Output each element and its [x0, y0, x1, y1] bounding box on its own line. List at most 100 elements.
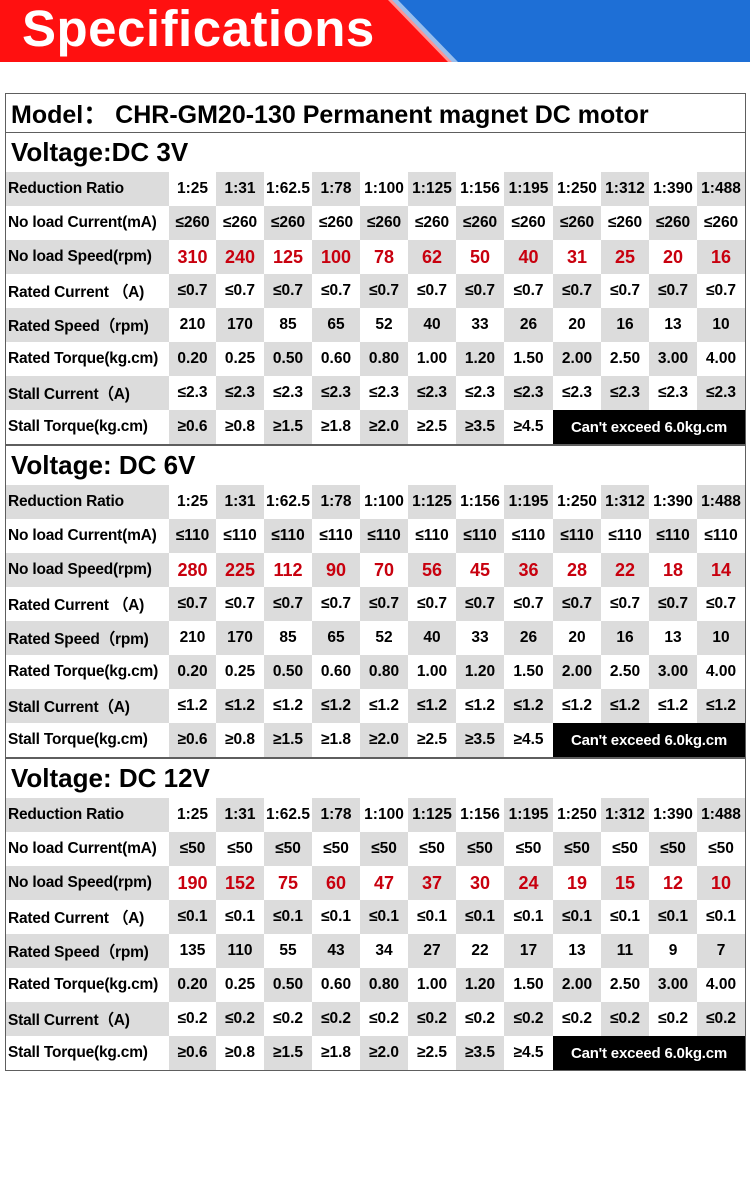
row-label: Rated Speed（rpm) [6, 934, 169, 968]
value-cell: ≤1.2 [264, 689, 312, 723]
value-cell: 33 [456, 621, 504, 655]
value-cell: ≤50 [601, 832, 649, 866]
spec-row: Rated Speed（rpm) 135 110 55 43 34 27 22 17 13 11 9 7 [6, 934, 745, 968]
value-cell: 16 [601, 308, 649, 342]
value-cell: ≤1.2 [312, 689, 360, 723]
value-cell: 1:25 [169, 172, 216, 206]
value-cell: ≤110 [504, 519, 553, 553]
value-cell: 0.60 [312, 342, 360, 376]
value-cell: ≤50 [649, 832, 697, 866]
value-cell: 1:78 [312, 798, 360, 832]
value-cell: 28 [553, 553, 601, 587]
value-cell: 4.00 [697, 968, 745, 1002]
value-cell: ≤0.2 [216, 1002, 264, 1036]
value-cell: 0.25 [216, 968, 264, 1002]
value-cell: 1.00 [408, 655, 456, 689]
value-cell: 1.00 [408, 342, 456, 376]
value-cell: 31 [553, 240, 601, 274]
value-cell: 1:488 [697, 798, 745, 832]
value-cell: ≤0.1 [312, 900, 360, 934]
value-cell: 1:156 [456, 172, 504, 206]
value-cell: 65 [312, 621, 360, 655]
value-cell: ≤0.7 [264, 274, 312, 308]
value-cell: ≤260 [504, 206, 553, 240]
value-cell: ≤0.7 [553, 274, 601, 308]
value-cell: ≤0.1 [408, 900, 456, 934]
value-cell: ≤1.2 [169, 689, 216, 723]
value-cell: 10 [697, 866, 745, 900]
value-cell: ≤110 [216, 519, 264, 553]
value-cell: ≥3.5 [456, 410, 504, 444]
value-cell: 22 [601, 553, 649, 587]
value-cell: ≤0.1 [504, 900, 553, 934]
value-cell: 2.50 [601, 655, 649, 689]
value-cell: ≤0.7 [649, 587, 697, 621]
value-cell: ≤2.3 [216, 376, 264, 410]
value-cell: ≤1.2 [553, 689, 601, 723]
value-cell: ≤0.1 [360, 900, 408, 934]
value-cell: 25 [601, 240, 649, 274]
voltage-title: Voltage:DC 3V [11, 137, 189, 167]
value-cell: ≥0.8 [216, 410, 264, 444]
value-cell: 1:195 [504, 485, 553, 519]
value-cell: ≤0.1 [456, 900, 504, 934]
row-label: Rated Speed（rpm) [6, 308, 169, 342]
value-cell: 1.50 [504, 342, 553, 376]
value-cell: ≤0.2 [360, 1002, 408, 1036]
value-cell: ≤260 [601, 206, 649, 240]
value-cell: ≤1.2 [456, 689, 504, 723]
value-cell: ≤0.2 [601, 1002, 649, 1036]
value-cell: 0.50 [264, 655, 312, 689]
row-label: Stall Torque(kg.cm) [6, 1036, 169, 1070]
value-cell: 62 [408, 240, 456, 274]
value-cell: 12 [649, 866, 697, 900]
spec-row: Rated Current （A) ≤0.1 ≤0.1 ≤0.1 ≤0.1 ≤0.1 ≤0.… [6, 900, 745, 934]
value-cell: 36 [504, 553, 553, 587]
value-cell: 1:78 [312, 485, 360, 519]
value-cell: 1:62.5 [264, 798, 312, 832]
value-cell: ≥2.5 [408, 410, 456, 444]
value-cell: ≤0.7 [456, 274, 504, 308]
value-cell: 0.80 [360, 342, 408, 376]
stall-torque-note: Can't exceed 6.0kg.cm [553, 723, 745, 757]
row-label: Stall Current（A) [6, 376, 169, 410]
spec-row: Stall Current（A) ≤1.2 ≤1.2 ≤1.2 ≤1.2 ≤1.2 ≤1.2… [6, 689, 745, 723]
value-cell: ≤0.1 [169, 900, 216, 934]
value-cell: ≤0.2 [456, 1002, 504, 1036]
value-cell: ≤0.7 [697, 274, 745, 308]
value-cell: ≤1.2 [504, 689, 553, 723]
value-cell: ≤110 [553, 519, 601, 553]
value-cell: ≤260 [697, 206, 745, 240]
value-cell: 43 [312, 934, 360, 968]
row-label: Stall Torque(kg.cm) [6, 723, 169, 757]
specification-table: Model： CHR-GM20-130 Permanent magnet DC … [5, 93, 746, 1071]
value-cell: ≤0.2 [264, 1002, 312, 1036]
value-cell: 18 [649, 553, 697, 587]
value-cell: 1:31 [216, 798, 264, 832]
value-cell: 1:312 [601, 485, 649, 519]
value-cell: ≤2.3 [264, 376, 312, 410]
value-cell: ≤50 [553, 832, 601, 866]
value-cell: ≥3.5 [456, 723, 504, 757]
value-cell: ≤0.2 [649, 1002, 697, 1036]
row-label: Rated Speed（rpm) [6, 621, 169, 655]
value-cell: ≥4.5 [504, 410, 553, 444]
value-cell: ≤1.2 [360, 689, 408, 723]
value-cell: 2.50 [601, 342, 649, 376]
banner-background [0, 0, 750, 62]
value-cell: 20 [649, 240, 697, 274]
value-cell: 240 [216, 240, 264, 274]
voltage-title: Voltage: DC 6V [6, 444, 745, 485]
value-cell: ≤0.7 [553, 587, 601, 621]
value-cell: 1:125 [408, 798, 456, 832]
value-cell: 40 [408, 308, 456, 342]
value-cell: 1:195 [504, 172, 553, 206]
value-cell: 110 [216, 934, 264, 968]
value-cell: 1:156 [456, 485, 504, 519]
value-cell: 1:100 [360, 485, 408, 519]
value-cell: ≤2.3 [601, 376, 649, 410]
value-cell: 225 [216, 553, 264, 587]
value-cell: ≥1.5 [264, 1036, 312, 1070]
value-cell: ≤0.7 [216, 587, 264, 621]
value-cell: 1.20 [456, 342, 504, 376]
